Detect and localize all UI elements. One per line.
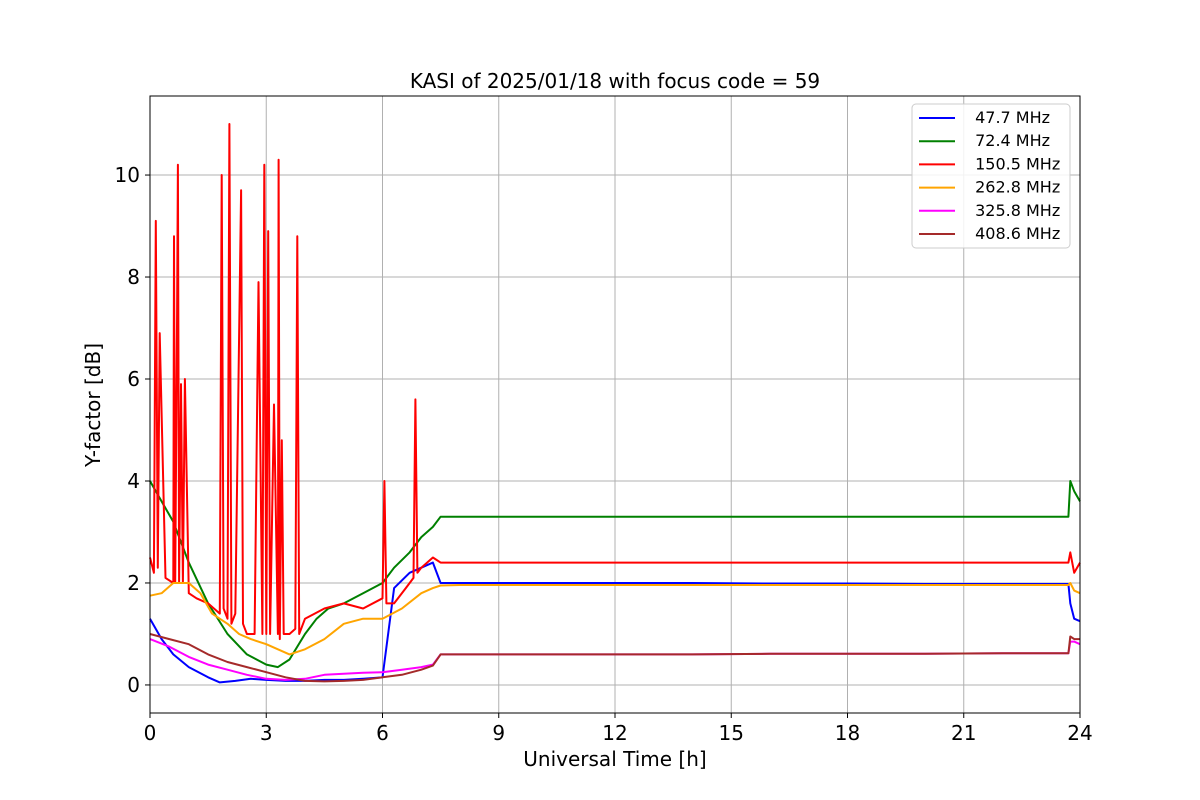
legend-label: 262.8 MHz (970, 178, 1060, 197)
series-line-150-5-mhz (149, 123, 1081, 641)
series-lines (149, 123, 1081, 684)
x-tick-label: 3 (260, 721, 273, 745)
legend-label: 72.4 MHz (970, 131, 1050, 150)
y-tick-label: 6 (127, 367, 140, 391)
legend-box (911, 103, 1071, 249)
x-axis-label: Universal Time [h] (523, 747, 706, 771)
legend-label: 408.6 MHz (970, 224, 1060, 243)
x-tick-label: 0 (144, 721, 157, 745)
y-axis-label: Y-factor [dB] (81, 343, 105, 468)
series-line-72-4-mhz (149, 480, 1081, 669)
y-tick-label: 4 (127, 469, 140, 493)
series-line-47-7-mhz (149, 561, 1081, 684)
x-tick-label: 15 (719, 721, 744, 745)
x-tick-label: 18 (835, 721, 860, 745)
legend-label: 325.8 MHz (970, 201, 1060, 220)
y-tick-label: 0 (127, 673, 140, 697)
legend: 47.7 MHz 72.4 MHz 150.5 MHz 262.8 MHz 32… (911, 103, 1071, 249)
y-tick-label: 8 (127, 265, 140, 289)
y-tick-label: 10 (115, 163, 140, 187)
x-tick-label: 12 (602, 721, 627, 745)
x-tick-label: 21 (951, 721, 976, 745)
chart-title: KASI of 2025/01/18 with focus code = 59 (410, 69, 820, 93)
x-tick-label: 24 (1067, 721, 1092, 745)
y-tick-label: 2 (127, 571, 140, 595)
x-tick-label: 6 (376, 721, 389, 745)
legend-label: 47.7 MHz (970, 108, 1050, 127)
series-line-408-6-mhz (149, 633, 1080, 683)
x-tick-label: 9 (492, 721, 505, 745)
legend-label: 150.5 MHz (970, 154, 1060, 173)
series-line-262-8-mhz (149, 582, 1081, 656)
